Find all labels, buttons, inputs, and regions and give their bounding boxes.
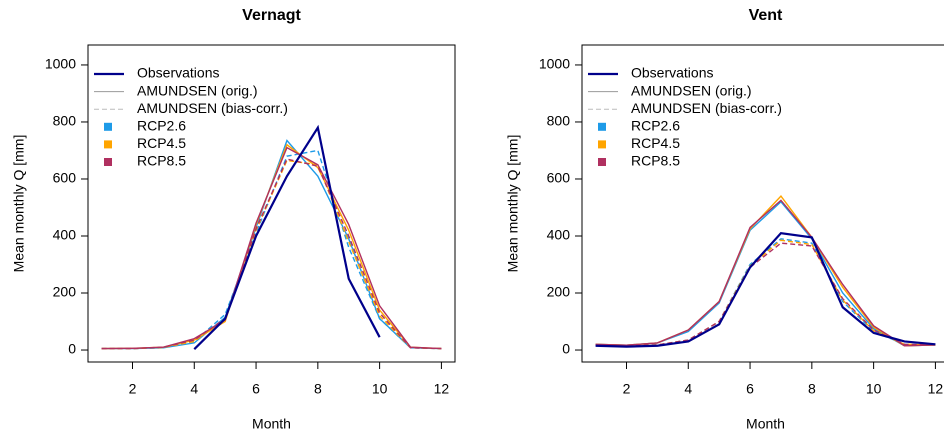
plot-frame — [87, 44, 456, 363]
legend-label: RCP4.5 — [631, 135, 680, 151]
chart-title: Vent — [749, 7, 783, 24]
data-line — [595, 242, 936, 347]
y-axis-label: Mean monthly Q [mm] — [11, 135, 27, 273]
data-line — [101, 146, 442, 350]
legend-label: Observations — [137, 65, 219, 81]
data-line — [101, 139, 442, 350]
legend-swatch — [598, 158, 606, 166]
y-tick-label: 200 — [547, 284, 571, 300]
data-line — [101, 149, 442, 350]
data-line — [595, 195, 936, 347]
y-tick-label: 400 — [53, 227, 77, 243]
y-tick-label: 600 — [53, 170, 77, 186]
data-line — [595, 200, 936, 347]
x-tick-label: 4 — [190, 381, 198, 397]
y-tick-label: 400 — [547, 227, 571, 243]
x-tick-label: 2 — [623, 381, 631, 397]
legend-swatch — [598, 122, 606, 131]
y-axis-label: Mean monthly Q [mm] — [505, 135, 521, 273]
legend-swatch — [104, 122, 112, 131]
data-line — [595, 231, 936, 348]
data-line — [595, 199, 936, 347]
legend-label: AMUNDSEN (bias-corr.) — [137, 100, 288, 116]
y-tick-label: 600 — [547, 170, 571, 186]
y-tick-label: 200 — [53, 284, 77, 300]
legend-label: RCP2.6 — [137, 118, 186, 134]
x-axis-label: Month — [746, 416, 785, 432]
y-tick-label: 0 — [68, 341, 76, 357]
legend-swatch — [598, 140, 606, 149]
y-tick-label: 1000 — [539, 56, 570, 72]
x-tick-label: 10 — [372, 381, 388, 397]
legend-label: AMUNDSEN (orig.) — [137, 82, 258, 98]
x-tick-label: 12 — [434, 381, 450, 397]
data-line — [101, 143, 442, 350]
x-tick-label: 2 — [129, 381, 137, 397]
legend-label: RCP2.6 — [631, 118, 680, 134]
x-tick-label: 8 — [808, 381, 816, 397]
x-tick-label: 8 — [314, 381, 322, 397]
y-tick-label: 0 — [562, 341, 570, 357]
data-line — [101, 158, 442, 350]
y-tick-label: 800 — [53, 113, 77, 129]
x-tick-label: 10 — [866, 381, 882, 397]
legend-label: RCP4.5 — [137, 135, 186, 151]
y-tick-label: 1000 — [45, 56, 76, 72]
y-tick-label: 800 — [547, 113, 571, 129]
legend-label: RCP8.5 — [137, 153, 186, 169]
x-tick-label: 6 — [252, 381, 260, 397]
data-line — [193, 124, 381, 350]
legend-label: AMUNDSEN (orig.) — [631, 82, 752, 98]
legend-label: Observations — [631, 65, 713, 81]
x-axis-label: Month — [252, 416, 291, 432]
legend-swatch — [104, 140, 112, 149]
chart-title: Vernagt — [242, 7, 301, 24]
legend-swatch — [104, 158, 112, 166]
legend-label: RCP8.5 — [631, 153, 680, 169]
x-tick-label: 6 — [746, 381, 754, 397]
x-tick-label: 12 — [928, 381, 944, 397]
legend-label: AMUNDSEN (bias-corr.) — [631, 100, 782, 116]
x-tick-label: 4 — [684, 381, 692, 397]
plot-frame — [581, 44, 944, 363]
